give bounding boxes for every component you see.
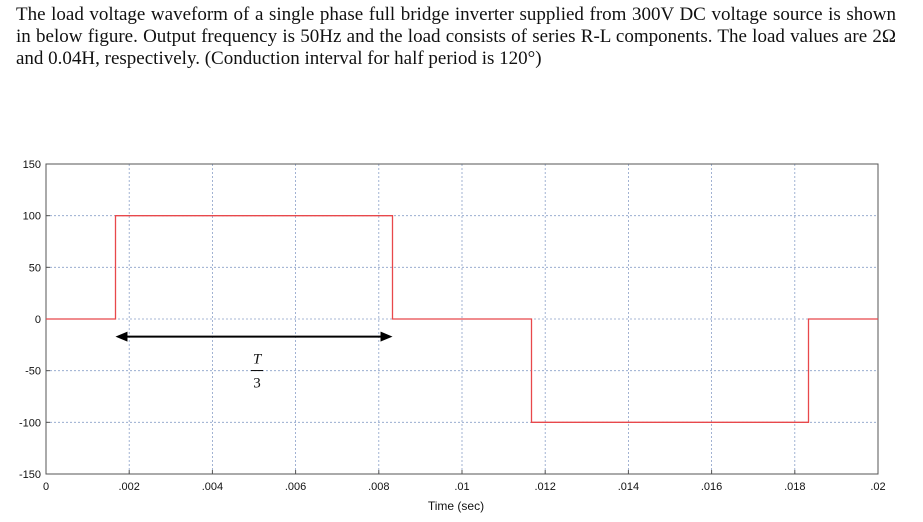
x-tick-label: .018 <box>784 481 805 493</box>
arrowhead-left-icon <box>115 331 128 342</box>
x-tick-label: 0 <box>43 481 49 493</box>
x-axis: 0 .002 .004 .006 .008 .01 .012 .014 .016 .018 .02 <box>43 470 886 493</box>
y-tick-label: -150 <box>19 469 41 481</box>
y-tick-label: 150 <box>23 159 41 171</box>
fraction-numerator: T <box>253 352 263 368</box>
x-tick-label: .002 <box>118 481 139 493</box>
y-tick-label: 0 <box>35 314 41 326</box>
problem-text: The load voltage waveform of a single ph… <box>16 4 896 69</box>
y-tick-label: -100 <box>19 417 41 429</box>
x-tick-label: .008 <box>368 481 389 493</box>
y-tick-label: 100 <box>23 211 41 223</box>
y-axis: 150 100 50 0 -50 -100 -150 <box>19 159 50 481</box>
x-tick-label: .006 <box>285 481 306 493</box>
annotation-layer: T3 <box>115 331 393 392</box>
x-tick-label: .01 <box>454 481 469 493</box>
y-tick-label: -50 <box>25 366 41 378</box>
y-tick-label: 50 <box>29 262 41 274</box>
fraction-denominator: 3 <box>253 376 261 392</box>
x-tick-label: .012 <box>534 481 555 493</box>
series-layer <box>46 215 878 423</box>
x-tick-label: .02 <box>870 481 885 493</box>
x-axis-label: Time (sec) <box>428 499 484 513</box>
voltage-series-line <box>46 215 878 423</box>
x-tick-label: .014 <box>618 481 639 493</box>
problem-statement: The load voltage waveform of a single ph… <box>16 4 896 70</box>
x-tick-label: .004 <box>202 481 223 493</box>
x-tick-label: .016 <box>701 481 722 493</box>
arrowhead-right-icon <box>380 331 393 342</box>
